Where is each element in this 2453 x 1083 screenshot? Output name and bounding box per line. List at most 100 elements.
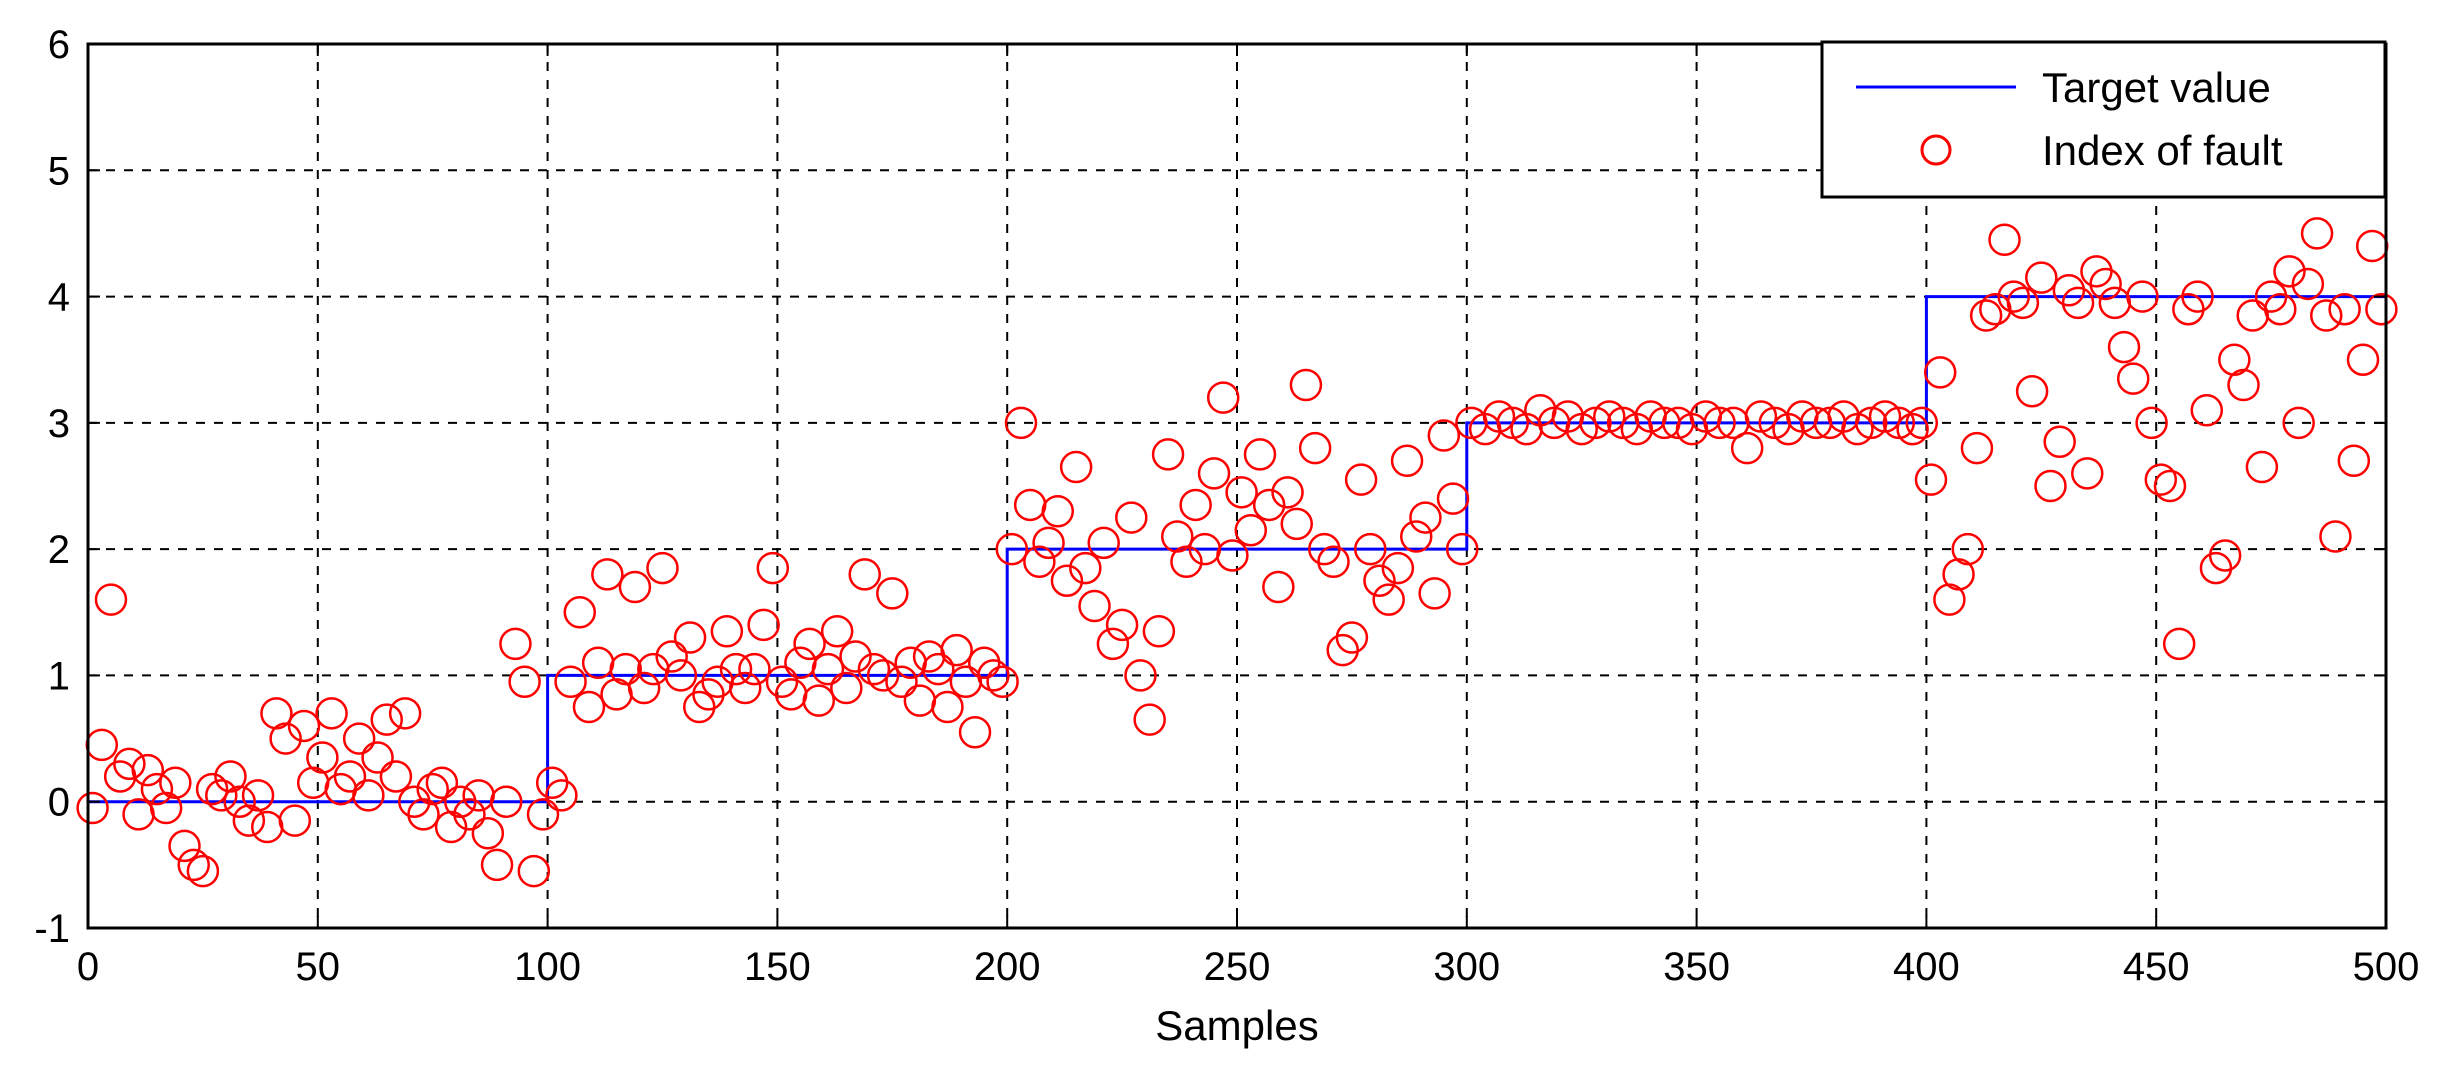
fault-marker [352, 779, 385, 812]
fault-marker [1151, 438, 1185, 471]
fault-marker [2162, 627, 2196, 661]
x-tick-label: 300 [1433, 945, 1500, 989]
fault-marker [1078, 589, 1111, 623]
fault-marker [1399, 520, 1433, 553]
fault-marker [416, 772, 449, 806]
fault-marker [1096, 627, 1130, 661]
fault-marker [1565, 412, 1598, 446]
x-tick-label: 350 [1663, 945, 1730, 989]
fault-marker [1115, 501, 1148, 534]
fault-marker [370, 703, 403, 736]
fault-marker [2043, 425, 2076, 459]
fault-marker [563, 596, 597, 629]
fault-marker [2071, 457, 2104, 490]
y-tick-label: 6 [48, 23, 70, 67]
fault-marker [1372, 583, 1405, 616]
fault-marker [1335, 621, 1369, 654]
fault-marker [425, 766, 459, 800]
fault-marker [131, 753, 164, 787]
fault-marker [2291, 267, 2325, 301]
fault-marker [168, 829, 201, 863]
target-value-line [88, 295, 2386, 804]
fault-marker [958, 716, 992, 749]
fault-marker [1087, 526, 1120, 560]
fault-marker [1133, 703, 1166, 736]
fault-marker [2328, 292, 2361, 326]
fault-marker [554, 665, 587, 698]
fault-marker [1496, 406, 1530, 440]
fault-marker [1418, 577, 1451, 610]
fault-marker [186, 854, 220, 888]
fault-marker [2282, 406, 2315, 440]
fault-marker [839, 640, 872, 673]
fault-marker [517, 854, 551, 888]
fault-marker [1868, 400, 1902, 433]
fault-marker [2227, 368, 2260, 402]
fault-marker [2034, 469, 2067, 503]
fault-marker [1142, 614, 1176, 648]
fault-marker [1252, 488, 1286, 522]
fault-marker [2135, 406, 2168, 440]
fault-marker [1004, 406, 1038, 440]
fault-marker [159, 766, 192, 800]
fault-marker [287, 709, 321, 743]
fault-marker [140, 772, 174, 806]
fault-marker [1969, 299, 2003, 332]
fault-marker [820, 614, 854, 648]
x-tick-label: 450 [2123, 945, 2190, 989]
fault-marker [1041, 495, 1075, 528]
x-tick-label: 500 [2353, 945, 2420, 989]
fault-marker [1730, 431, 1764, 465]
fault-marker [2273, 255, 2306, 288]
fault-marker [2025, 261, 2058, 294]
fault-marker [2126, 280, 2159, 313]
x-tick-label: 250 [1204, 945, 1271, 989]
fault-marker [627, 671, 661, 705]
legend-label-index-of-fault: Index of fault [2042, 127, 2283, 174]
fault-marker [223, 785, 256, 818]
fault-marker [609, 652, 642, 686]
fault-marker [1960, 431, 1994, 465]
fault-marker [664, 659, 698, 692]
fault-marker [977, 659, 1010, 692]
x-tick-label: 200 [974, 945, 1041, 989]
fault-marker [2006, 286, 2040, 320]
y-tick-label: 4 [48, 276, 70, 320]
legend-fault-circle-icon [1920, 134, 1952, 166]
x-tick-label: 0 [77, 945, 99, 989]
fault-marker [2300, 217, 2334, 250]
fault-marker [2208, 539, 2242, 572]
fault-marker [719, 652, 753, 686]
fault-marker [1997, 280, 2030, 313]
fault-marker [1317, 545, 1350, 579]
fault-marker [1179, 488, 1212, 522]
fault-marker [1363, 564, 1396, 597]
fault-marker [1427, 419, 1461, 452]
fault-marker [113, 747, 146, 781]
x-tick-label: 150 [744, 945, 811, 989]
fault-marker [195, 772, 229, 806]
fault-marker [2190, 393, 2224, 427]
fault-marker [1280, 507, 1313, 541]
fault-marker [811, 652, 845, 686]
fault-marker [1593, 400, 1626, 433]
fault-marker [591, 558, 624, 591]
fault-marker [2107, 330, 2141, 364]
fault-marker [1243, 438, 1277, 471]
fault-marker [508, 665, 541, 698]
fault-marker [857, 652, 891, 686]
fault-marker [1579, 406, 1612, 440]
fault-marker [2337, 444, 2371, 477]
fault-marker [655, 640, 688, 673]
fault-marker [1381, 551, 1415, 585]
fault-marker [2310, 299, 2343, 332]
fault-marker [618, 570, 652, 604]
fault-marker [922, 652, 955, 686]
fault-marker [1225, 476, 1258, 509]
x-tick-label: 50 [296, 945, 341, 989]
fault-marker [1234, 513, 1268, 547]
fault-marker [1050, 564, 1084, 597]
fault-marker [572, 690, 606, 724]
fault-marker [1344, 463, 1378, 496]
